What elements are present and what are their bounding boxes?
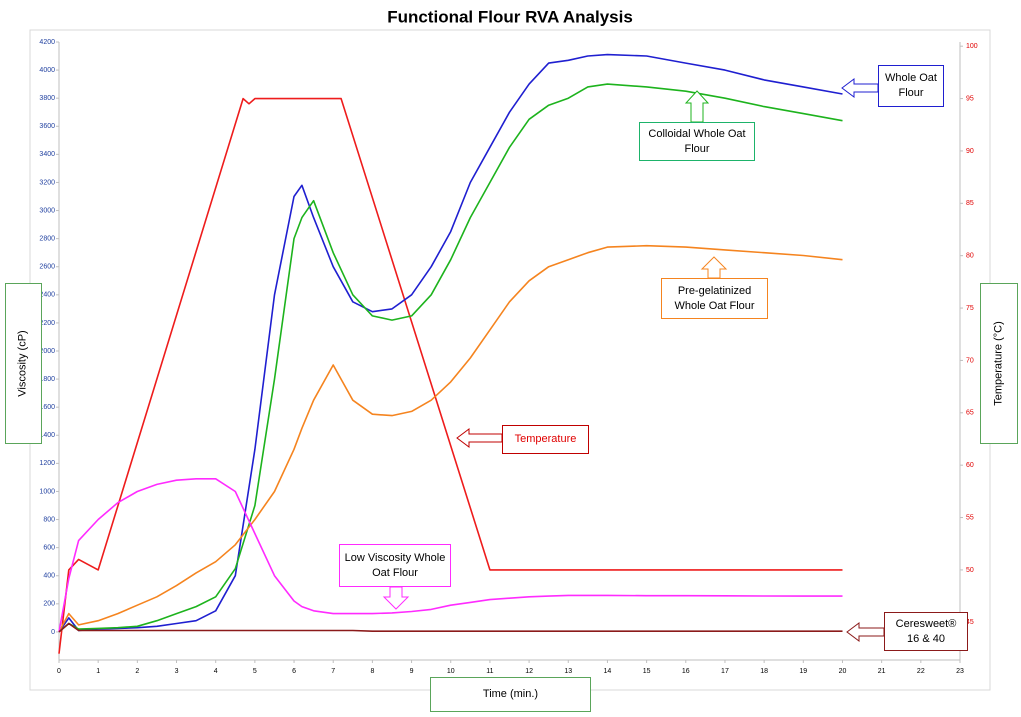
annotation: Temperature (502, 425, 589, 454)
arrow (456, 428, 503, 448)
y2-tick-label: 55 (966, 514, 974, 521)
y-tick-label: 3200 (39, 179, 55, 186)
y-tick-label: 1400 (39, 432, 55, 439)
x-axis-title-box: Time (min.) (430, 677, 591, 712)
y-tick-label: 3600 (39, 123, 55, 130)
y-tick-label: 3000 (39, 207, 55, 214)
x-axis-title: Time (min.) (482, 688, 539, 700)
x-tick-label: 23 (956, 668, 964, 675)
y-axis-title: Viscosity (cP) (17, 330, 30, 397)
y-tick-label: 400 (43, 573, 55, 580)
x-tick-label: 9 (410, 668, 414, 675)
x-tick-label: 10 (447, 668, 455, 675)
x-tick-label: 13 (564, 668, 572, 675)
series-line (58, 97, 843, 654)
series-line (58, 53, 843, 633)
y2-tick-label: 65 (966, 410, 974, 417)
y2-axis-title: Temperature (°C) (992, 321, 1005, 406)
y2-tick-label: 100 (966, 43, 978, 50)
annotation: Whole Oat Flour (878, 65, 944, 107)
series-line (58, 478, 843, 633)
arrow (382, 586, 410, 610)
x-tick-label: 16 (682, 668, 690, 675)
y-axis-title-box: Viscosity (cP) (5, 283, 42, 444)
y2-tick-label: 60 (966, 462, 974, 469)
y2-tick-label: 45 (966, 619, 974, 626)
x-tick-label: 5 (253, 668, 257, 675)
arrow (684, 90, 710, 123)
x-tick-label: 1 (96, 668, 100, 675)
x-tick-label: 20 (839, 668, 847, 675)
chart-border (29, 29, 991, 691)
y-tick-label: 200 (43, 601, 55, 608)
y-tick-label: 600 (43, 544, 55, 551)
x-tick-label: 22 (917, 668, 925, 675)
y2-tick-label: 95 (966, 95, 974, 102)
arrow (700, 256, 728, 279)
y2-axis-title-box: Temperature (°C) (980, 283, 1018, 444)
x-tick-label: 8 (370, 668, 374, 675)
y-tick-label: 4200 (39, 39, 55, 46)
x-tick-label: 17 (721, 668, 729, 675)
y-tick-label: 0 (51, 629, 55, 636)
chart-title: Functional Flour RVA Analysis (387, 7, 633, 26)
x-tick-label: 0 (57, 668, 61, 675)
y-tick-label: 2600 (39, 264, 55, 271)
y-tick-label: 1800 (39, 376, 55, 383)
x-tick-label: 15 (643, 668, 651, 675)
x-tick-label: 4 (214, 668, 218, 675)
y2-tick-label: 70 (966, 357, 974, 364)
y-tick-label: 2000 (39, 348, 55, 355)
y2-tick-label: 80 (966, 253, 974, 260)
x-tick-label: 11 (486, 668, 493, 675)
annotation: Pre-gelatinized Whole Oat Flour (661, 278, 768, 319)
x-tick-label: 7 (331, 668, 335, 675)
annotation: Ceresweet® 16 & 40 (884, 612, 968, 651)
y-tick-label: 1000 (39, 488, 55, 495)
x-tick-label: 18 (760, 668, 768, 675)
callout-arrows (382, 78, 885, 642)
y-tick-label: 2800 (39, 235, 55, 242)
y2-tick-label: 75 (966, 305, 974, 312)
x-tick-label: 21 (878, 668, 886, 675)
y-tick-label: 1200 (39, 460, 55, 467)
y-tick-label: 3400 (39, 151, 55, 158)
y-tick-label: 4000 (39, 67, 55, 74)
y-tick-label: 3800 (39, 95, 55, 102)
arrow (846, 622, 885, 642)
series-line (58, 622, 843, 633)
y2-tick-label: 90 (966, 148, 974, 155)
annotation: Colloidal Whole Oat Flour (639, 122, 755, 161)
x-tick-label: 6 (292, 668, 296, 675)
x-tick-label: 14 (604, 668, 612, 675)
y2-tick-label: 85 (966, 200, 974, 207)
series-line (58, 244, 843, 633)
series-line (58, 83, 843, 633)
x-tick-label: 19 (799, 668, 807, 675)
y-tick-label: 2200 (39, 320, 55, 327)
y-tick-label: 800 (43, 516, 55, 523)
annotation: Low Viscosity Whole Oat Flour (339, 544, 451, 587)
y2-tick-label: 50 (966, 567, 974, 574)
x-tick-label: 2 (135, 668, 139, 675)
arrow (841, 78, 879, 98)
y-tick-label: 2400 (39, 292, 55, 299)
x-tick-label: 12 (525, 668, 533, 675)
x-tick-label: 3 (175, 668, 179, 675)
y-tick-label: 1600 (39, 404, 55, 411)
